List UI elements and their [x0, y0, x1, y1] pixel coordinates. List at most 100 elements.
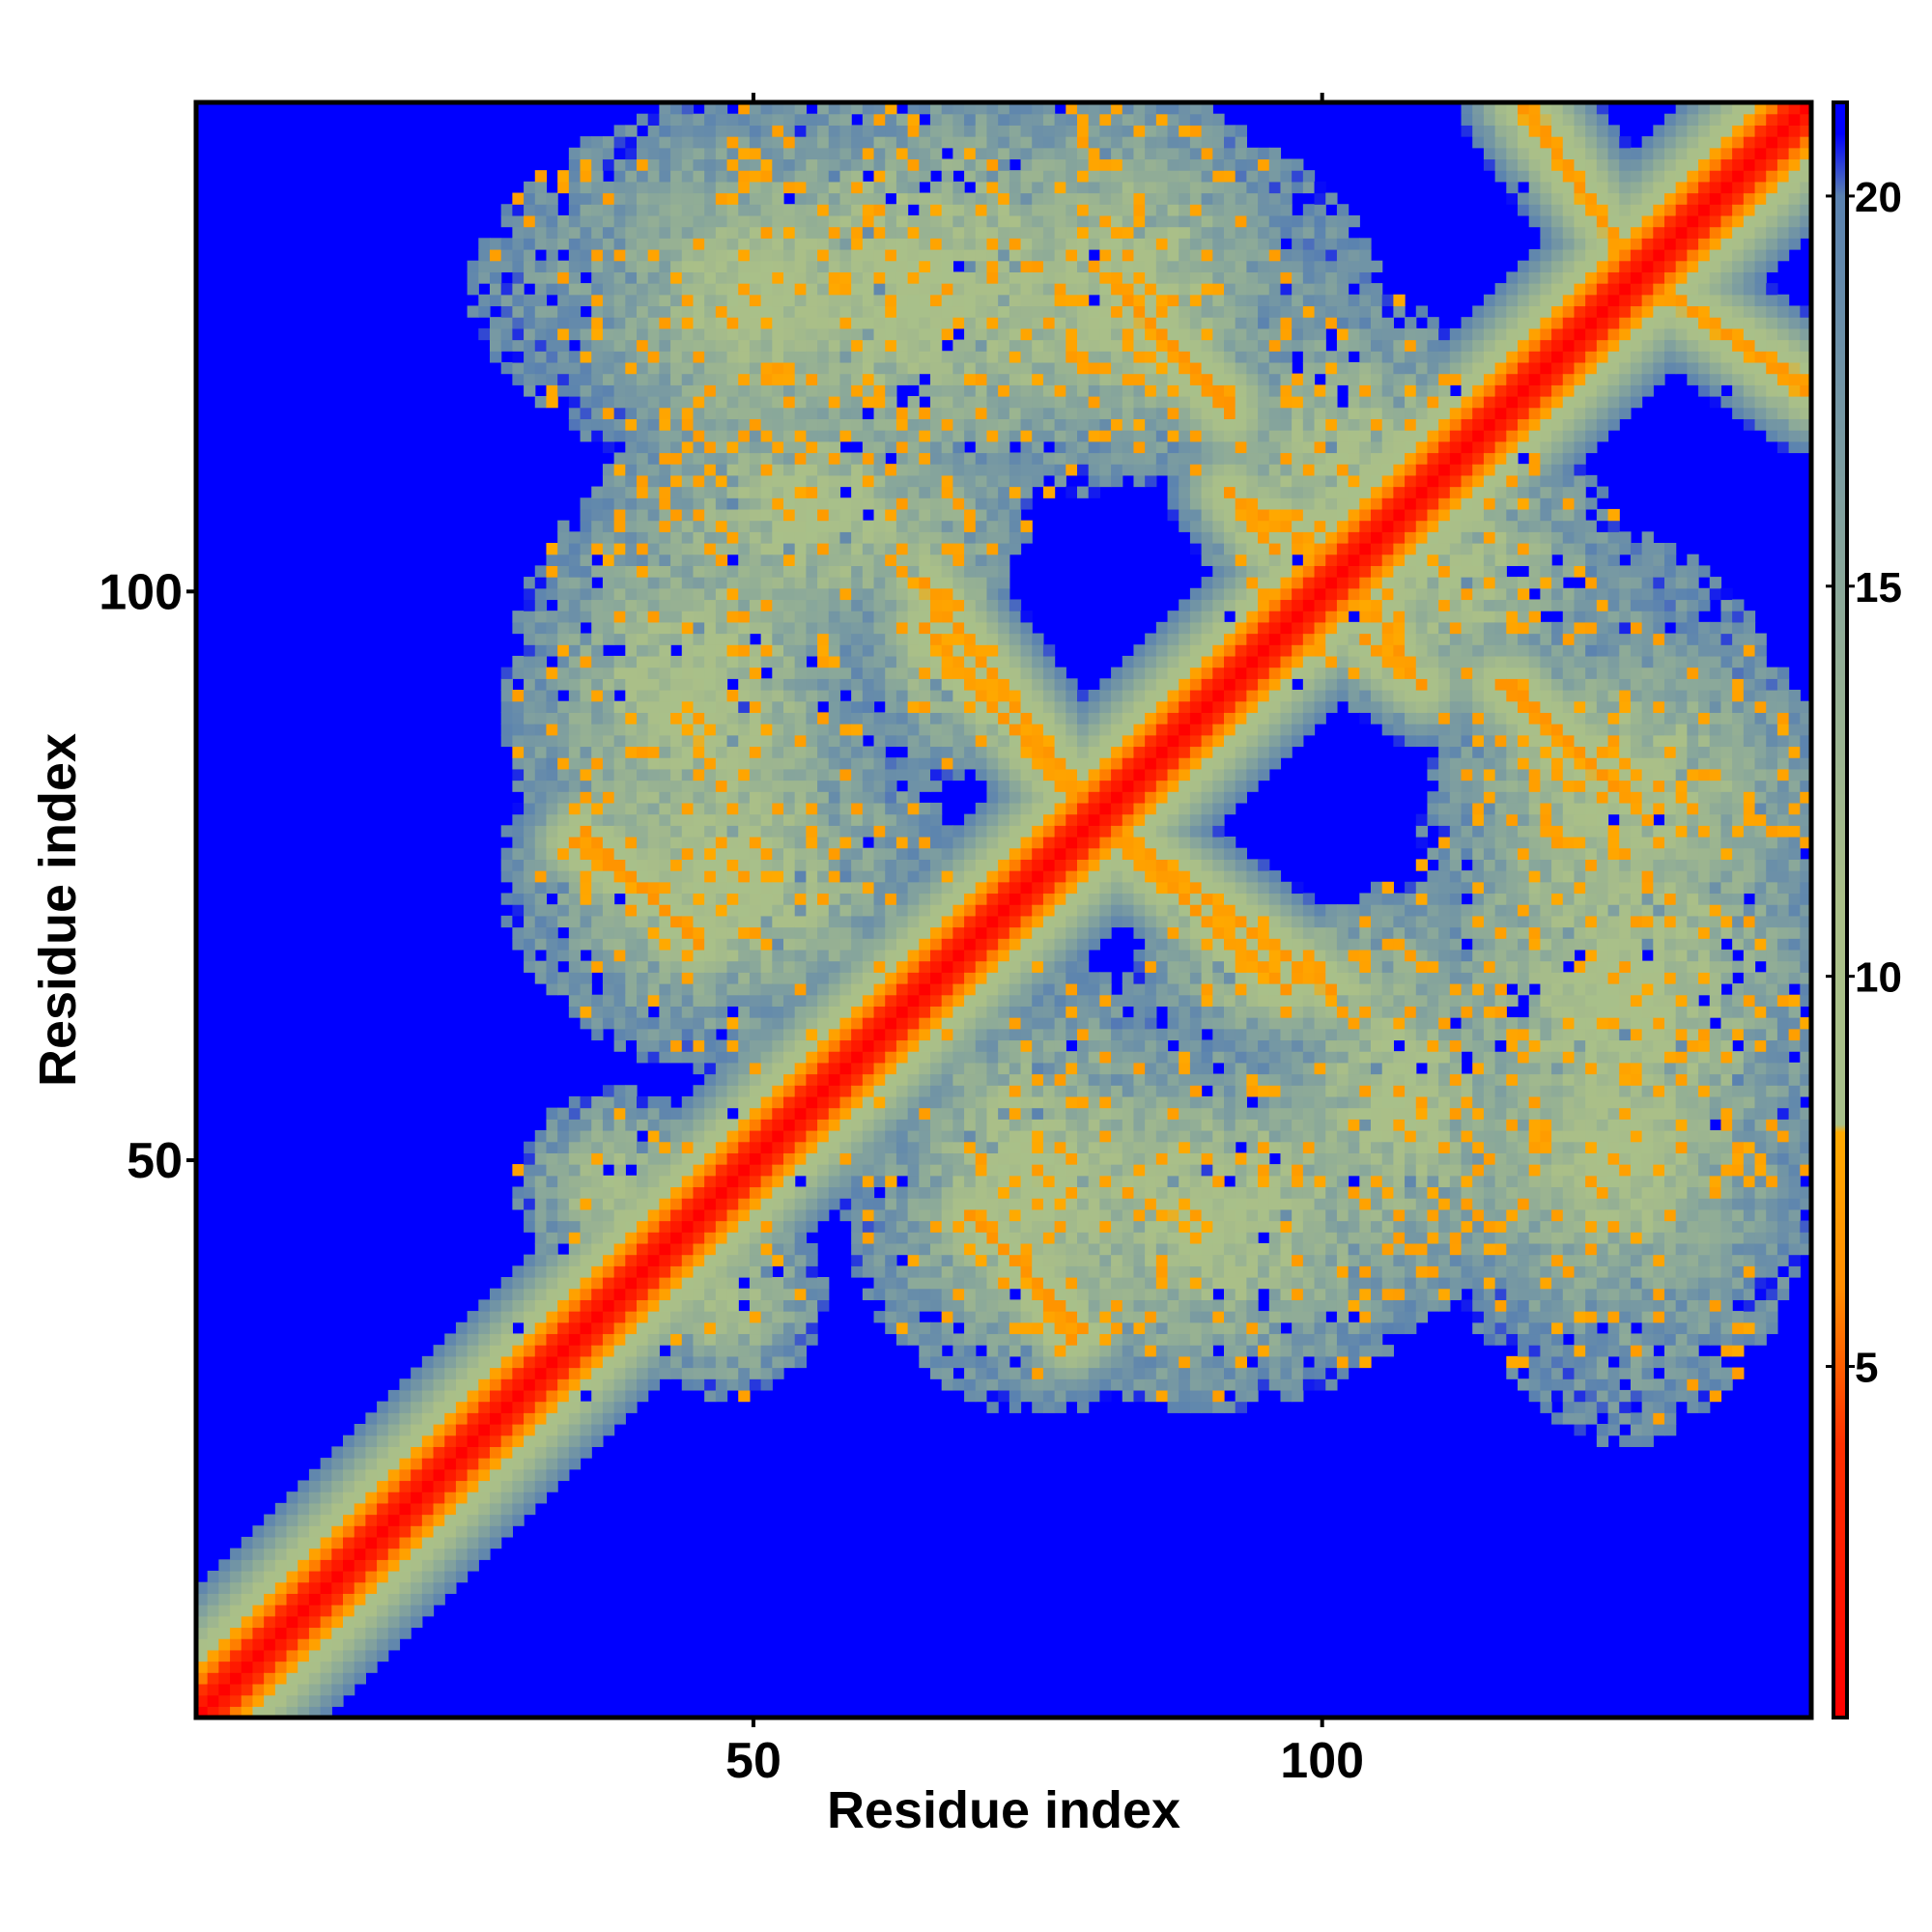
heatmap-cell [693, 825, 705, 838]
heatmap-cell [839, 780, 852, 792]
heatmap-cell [749, 915, 762, 928]
heatmap-cell [839, 1152, 852, 1165]
heatmap-cell [568, 1095, 582, 1109]
heatmap-cell [895, 565, 909, 578]
heatmap-cell [806, 407, 818, 419]
heatmap-cell [895, 678, 909, 691]
heatmap-cell [557, 271, 570, 284]
heatmap-cell [885, 757, 897, 770]
heatmap-cell [580, 599, 592, 611]
heatmap-cell [591, 136, 604, 149]
heatmap-cell [952, 125, 965, 137]
heatmap-cell [828, 678, 841, 691]
heatmap-cell [331, 1627, 344, 1639]
heatmap-cell [975, 1333, 988, 1346]
heatmap-cell [681, 1152, 695, 1165]
heatmap-cell [580, 587, 592, 601]
heatmap-cell [895, 418, 909, 431]
heatmap-cell [964, 1107, 977, 1120]
heatmap-cell [930, 181, 943, 194]
heatmap-cell [647, 757, 660, 770]
heatmap-cell [670, 440, 683, 454]
heatmap-cell [964, 147, 977, 160]
heatmap-cell [907, 294, 920, 307]
heatmap-cell [580, 1401, 592, 1413]
heatmap-cell [941, 847, 953, 860]
heatmap-cell [500, 1446, 513, 1459]
heatmap-cell [895, 881, 909, 895]
heatmap-cell [817, 768, 830, 781]
heatmap-cell [738, 452, 751, 465]
heatmap-cell [524, 1321, 536, 1335]
heatmap-cell [524, 1254, 536, 1266]
heatmap-cell [557, 757, 570, 770]
heatmap-cell [670, 1254, 683, 1266]
heatmap-cell [964, 611, 977, 623]
heatmap-cell [794, 1039, 807, 1052]
heatmap-cell [828, 1085, 841, 1097]
heatmap-cell [862, 1152, 875, 1165]
heatmap-cell [794, 690, 807, 702]
heatmap-cell [524, 305, 536, 318]
heatmap-cell [806, 440, 818, 454]
heatmap-cell [726, 791, 739, 804]
heatmap-cell [749, 791, 762, 804]
heatmap-cell [230, 1559, 242, 1572]
heatmap-cell [580, 972, 592, 984]
heatmap-cell [637, 170, 649, 183]
heatmap-cell [760, 960, 773, 973]
heatmap-cell [693, 712, 705, 724]
heatmap-cell [828, 407, 841, 419]
heatmap-cell [512, 1502, 525, 1516]
heatmap-cell [625, 1107, 638, 1120]
heatmap-cell [817, 317, 830, 329]
heatmap-cell [264, 1525, 276, 1538]
heatmap-cell [196, 1683, 209, 1696]
heatmap-cell [749, 587, 762, 601]
heatmap-cell [455, 1333, 469, 1346]
heatmap-cell [975, 440, 988, 454]
heatmap-cell [975, 667, 988, 679]
heatmap-cell [783, 486, 796, 498]
heatmap-cell [907, 938, 920, 951]
heatmap-cell [862, 181, 875, 194]
heatmap-cell [670, 418, 683, 431]
heatmap-cell [749, 339, 762, 352]
heatmap-cell [907, 1051, 920, 1064]
heatmap-cell [885, 520, 897, 532]
heatmap-cell [580, 813, 592, 826]
heatmap-cell [862, 1095, 875, 1109]
heatmap-cell [467, 260, 479, 272]
heatmap-cell [952, 972, 965, 984]
heatmap-cell [794, 994, 807, 1007]
heatmap-cell [298, 1581, 310, 1594]
heatmap-cell [387, 1424, 401, 1436]
heatmap-cell [975, 531, 988, 544]
heatmap-cell [637, 1051, 649, 1064]
heatmap-cell [783, 1039, 796, 1052]
heatmap-cell [738, 486, 751, 498]
heatmap-cell [885, 915, 897, 928]
heatmap-cell [625, 204, 638, 216]
heatmap-cell [534, 633, 548, 645]
heatmap-cell [806, 983, 818, 996]
heatmap-cell [637, 1028, 649, 1041]
heatmap-cell [591, 655, 604, 668]
heatmap-cell [568, 1299, 582, 1312]
heatmap-cell [806, 125, 818, 137]
heatmap-cell [806, 249, 818, 262]
heatmap-cell [647, 667, 660, 679]
heatmap-cell [817, 712, 830, 724]
heatmap-cell [873, 678, 886, 691]
heatmap-cell [930, 418, 943, 431]
heatmap-cell [794, 1265, 807, 1278]
heatmap-cell [817, 577, 830, 589]
heatmap-cell [907, 746, 920, 758]
heatmap-cell [602, 396, 615, 409]
heatmap-cell [591, 1095, 604, 1109]
heatmap-cell [873, 531, 886, 544]
heatmap-cell [670, 734, 683, 748]
heatmap-cell [264, 1615, 276, 1629]
heatmap-cell [952, 339, 965, 352]
heatmap-cell [557, 1232, 570, 1244]
